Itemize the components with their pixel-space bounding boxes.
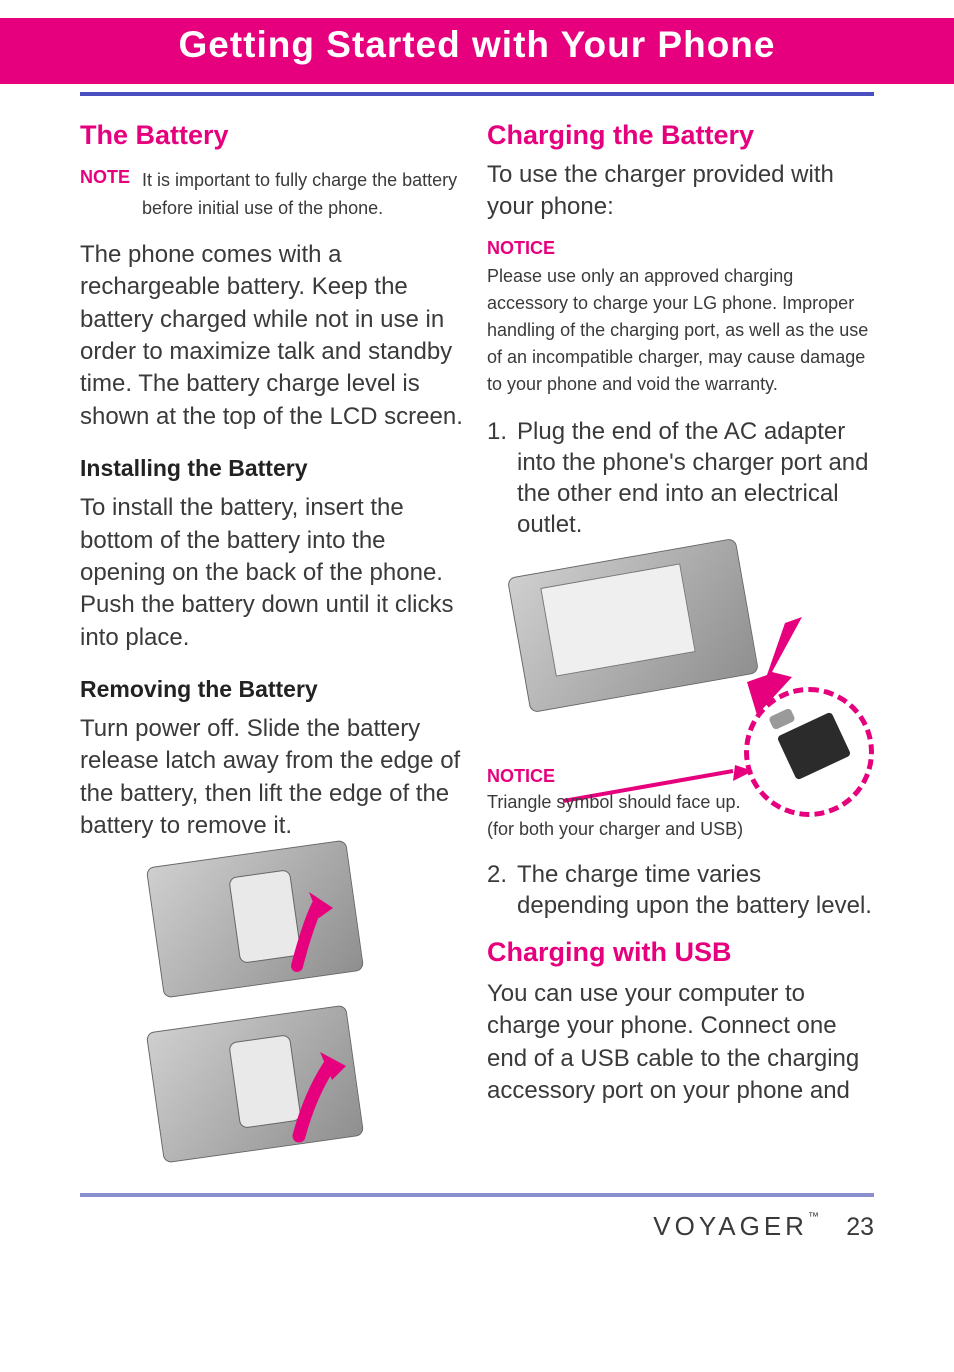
note-block: NOTE It is important to fully charge the… [80,167,467,223]
step-number: 1. [487,416,509,541]
installing-battery-paragraph: To install the battery, insert the botto… [80,492,467,654]
notice2-text-line1: Triangle symbol should face up. [487,789,743,816]
charger-intro-paragraph: To use the charger provided with your ph… [487,159,874,224]
remove-arrow-top-icon [279,888,339,973]
two-column-content: The Battery NOTE It is important to full… [0,96,954,1163]
charging-step-1: 1. Plug the end of the AC adapter into t… [487,416,874,541]
chapter-header-bar: Getting Started with Your Phone [0,18,954,84]
right-column: Charging the Battery To use the charger … [487,120,874,1163]
remove-arrow-bottom-icon [284,1048,354,1143]
subheading-installing-battery: Installing the Battery [80,455,467,482]
charging-step-list-2: 2. The charge time varies depending upon… [487,859,874,921]
notice2-block: NOTICE Triangle symbol should face up. (… [487,766,743,843]
notice2-text-line2: (for both your charger and USB) [487,816,743,843]
brand-name: VOYAGER [653,1211,808,1241]
page-number: 23 [846,1213,874,1241]
trademark-symbol: ™ [808,1211,819,1223]
charger-port-illustration: NOTICE Triangle symbol should face up. (… [487,557,874,847]
chapter-title: Getting Started with Your Phone [18,24,936,66]
heading-the-battery: The Battery [80,120,467,151]
battery-intro-paragraph: The phone comes with a rechargeable batt… [80,239,467,433]
step-text: The charge time varies depending upon th… [517,859,874,921]
removing-battery-paragraph: Turn power off. Slide the battery releas… [80,713,467,843]
notice1-label: NOTICE [487,238,874,259]
note-label: NOTE [80,167,130,188]
step-text: Plug the end of the AC adapter into the … [517,416,874,541]
step-number: 2. [487,859,509,921]
charging-step-2: 2. The charge time varies depending upon… [487,859,874,921]
heading-charging-usb: Charging with USB [487,937,874,968]
heading-charging-battery: Charging the Battery [487,120,874,151]
notice1-text: Please use only an approved charging acc… [487,263,874,398]
page-footer: VOYAGER™ 23 [0,1197,954,1242]
subheading-removing-battery: Removing the Battery [80,676,467,703]
battery-removal-illustration [114,853,434,1163]
charging-usb-paragraph: You can use your computer to charge your… [487,978,874,1108]
charging-step-list: 1. Plug the end of the AC adapter into t… [487,416,874,541]
note-text: It is important to fully charge the batt… [142,167,467,223]
notice2-label: NOTICE [487,766,743,787]
left-column: The Battery NOTE It is important to full… [80,120,467,1163]
footer-brand: VOYAGER™ [653,1211,830,1241]
